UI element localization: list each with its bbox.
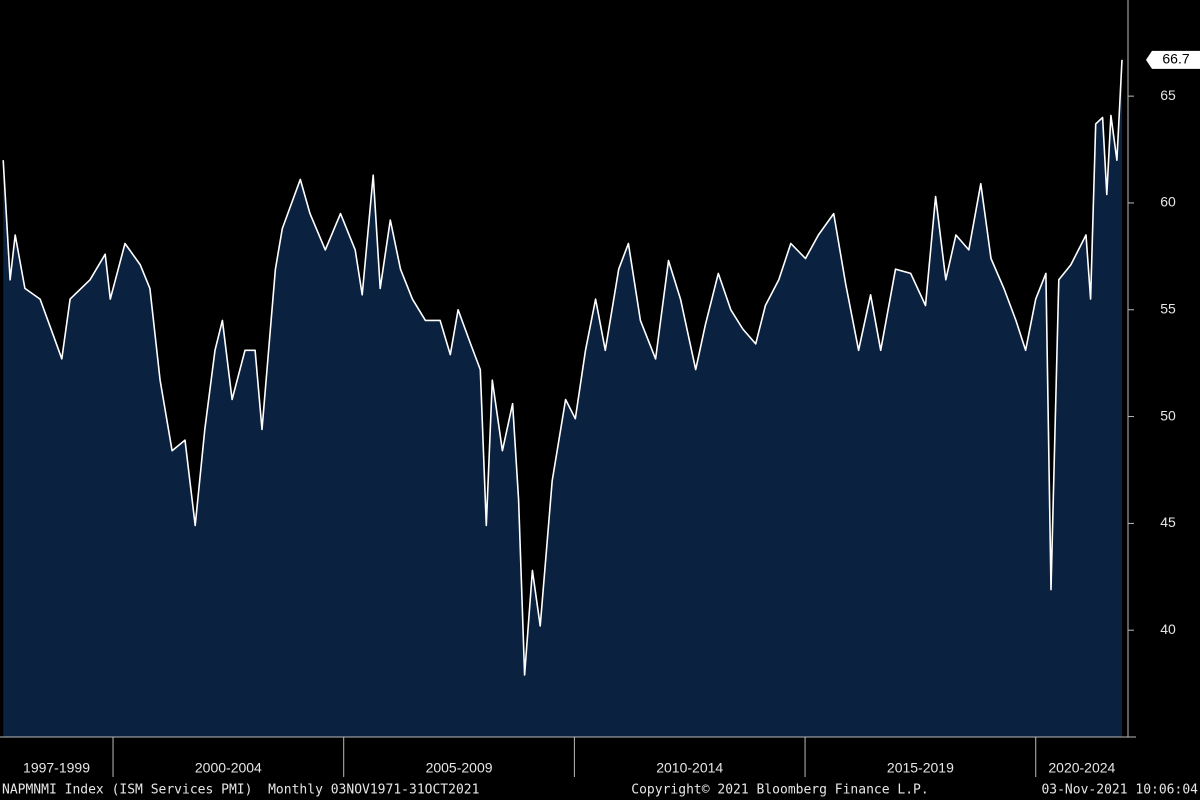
y-tick-label: 65 (1160, 87, 1176, 103)
footer-left: NAPMNMI Index (ISM Services PMI) Monthly… (2, 783, 479, 798)
y-tick-label: 40 (1160, 621, 1176, 637)
x-band-label: 2010-2014 (656, 760, 723, 776)
y-tick-label: 60 (1160, 194, 1176, 210)
footer-center: Copyright© 2021 Bloomberg Finance L.P. (631, 783, 928, 798)
x-band-label: 1997-1999 (23, 760, 90, 776)
area (3, 59, 1123, 738)
x-band-label: 2020-2024 (1048, 760, 1115, 776)
x-band-label: 2015-2019 (887, 760, 954, 776)
y-tick-label: 50 (1160, 407, 1176, 423)
last-value-tag (1146, 50, 1200, 69)
y-tick-label: 55 (1160, 300, 1176, 316)
x-band-label: 2005-2009 (426, 760, 493, 776)
x-band-label: 2000-2004 (195, 760, 262, 776)
footer-right: 03-Nov-2021 10:06:04 (1041, 783, 1198, 798)
y-tick-label: 45 (1160, 514, 1176, 530)
last-value-label: 66.7 (1162, 51, 1189, 67)
line (2, 59, 1123, 676)
